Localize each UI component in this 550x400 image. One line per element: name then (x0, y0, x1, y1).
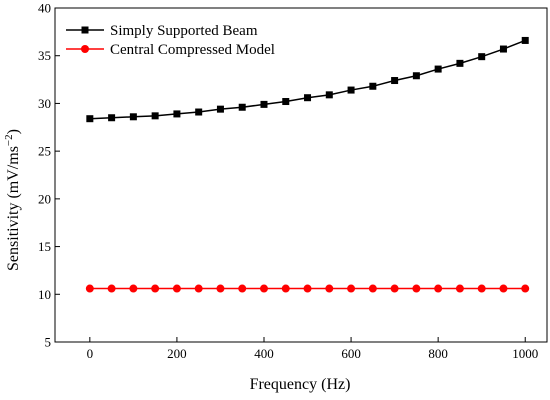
data-point-square (216, 105, 224, 113)
data-point-circle (499, 284, 508, 293)
y-axis-title-end: ) (5, 129, 22, 134)
y-tick-label: 35 (38, 48, 51, 63)
data-point-circle (303, 284, 312, 293)
data-point-circle (390, 284, 399, 293)
series-2 (85, 284, 530, 293)
data-point-square (499, 45, 507, 53)
data-point-square (151, 112, 159, 120)
data-point-circle (281, 284, 290, 293)
data-point-square (173, 110, 181, 118)
data-point-circle (455, 284, 464, 293)
data-point-square (86, 115, 94, 123)
data-point-circle (85, 284, 94, 293)
legend-item: Simply Supported Beam (66, 23, 258, 39)
data-point-circle (368, 284, 377, 293)
data-point-square (391, 77, 399, 85)
data-point-circle (325, 284, 334, 293)
data-point-square (347, 86, 355, 94)
data-point-square (195, 108, 203, 116)
y-tick-label: 30 (38, 96, 51, 111)
data-point-circle (259, 284, 268, 293)
data-point-circle (194, 284, 203, 293)
plot-area-frame (54, 7, 548, 343)
x-tick-label: 200 (167, 346, 187, 361)
y-tick-label: 5 (45, 335, 52, 350)
data-point-square (108, 114, 116, 122)
data-point-square (304, 94, 312, 102)
data-point-circle (412, 284, 421, 293)
data-point-circle (477, 284, 486, 293)
data-point-circle (347, 284, 356, 293)
data-point-square (129, 113, 137, 121)
x-axis-title: Frequency (Hz) (250, 376, 351, 393)
x-tick-label: 0 (87, 346, 94, 361)
data-point-square (478, 53, 486, 61)
data-point-square (282, 98, 290, 106)
data-point-square (238, 103, 246, 111)
y-tick-label: 15 (38, 239, 51, 254)
x-tick-label: 1000 (512, 346, 538, 361)
data-point-circle (129, 284, 138, 293)
y-axis-title-main: Sensitivity (mV/ms (5, 146, 22, 271)
legend-marker (81, 26, 89, 34)
y-tick-label: 25 (38, 144, 51, 159)
data-point-square (412, 72, 420, 80)
x-tick-label: 600 (341, 346, 361, 361)
y-axis-title-superscript: −2 (3, 134, 15, 146)
legend-label: Central Compressed Model (110, 42, 275, 58)
x-tick-label: 800 (428, 346, 448, 361)
data-point-circle (107, 284, 116, 293)
data-point-square (325, 91, 333, 99)
y-axis-title: Sensitivity (mV/ms−2) (3, 129, 22, 271)
y-tick-label: 40 (38, 1, 51, 16)
data-point-circle (238, 284, 247, 293)
data-point-circle (216, 284, 225, 293)
data-point-square (456, 59, 464, 67)
data-point-square (434, 65, 442, 73)
data-point-circle (434, 284, 443, 293)
data-point-circle (521, 284, 530, 293)
data-point-circle (151, 284, 160, 293)
legend: Simply Supported Beam Central Compressed … (66, 23, 275, 58)
y-tick-label: 10 (38, 287, 51, 302)
x-tick-label: 400 (254, 346, 274, 361)
data-point-square (260, 100, 268, 108)
legend-item: Central Compressed Model (66, 42, 275, 58)
legend-label: Simply Supported Beam (110, 23, 258, 39)
y-tick-label: 20 (38, 191, 51, 206)
legend-marker (81, 45, 89, 53)
data-point-circle (172, 284, 181, 293)
data-point-square (369, 82, 377, 90)
data-point-square (521, 36, 529, 44)
series-1 (86, 36, 529, 123)
